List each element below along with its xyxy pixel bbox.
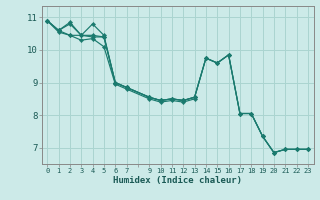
X-axis label: Humidex (Indice chaleur): Humidex (Indice chaleur)	[113, 176, 242, 185]
